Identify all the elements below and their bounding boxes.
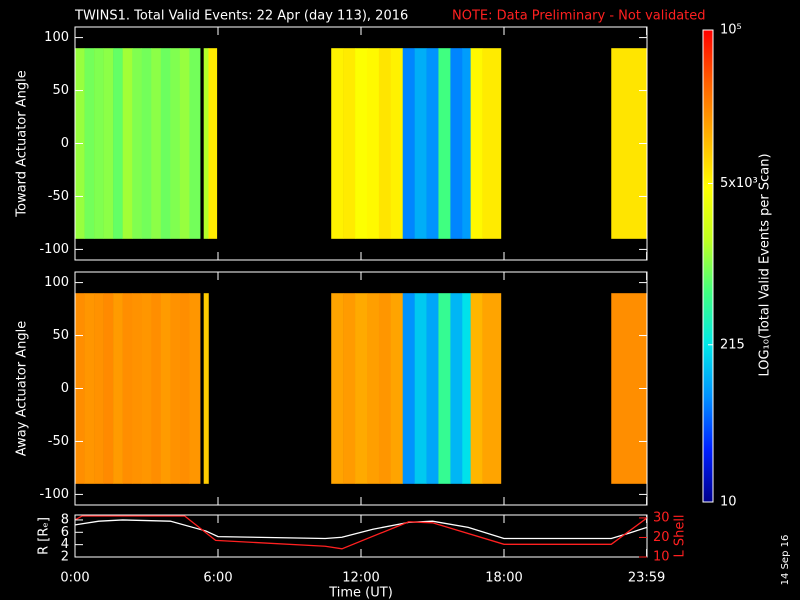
heat-column	[160, 48, 171, 239]
y-tick-label: -50	[48, 434, 69, 449]
heat-column	[94, 293, 104, 484]
colorbar-tick-label: 10	[720, 495, 737, 510]
heat-column	[438, 48, 451, 239]
y-tick-label: -100	[39, 242, 69, 257]
heat-column	[402, 293, 415, 484]
heat-column	[331, 48, 344, 239]
colorbar-label: LOG₁₀(Total Valid Events per Scan)	[758, 153, 773, 376]
heat-column	[203, 48, 209, 239]
heat-column	[470, 293, 483, 484]
y-tick-label: 4	[61, 537, 69, 552]
y-axis-label: Toward Actuator Angle	[15, 70, 30, 217]
heat-column	[94, 48, 104, 239]
y2-tick-label: 20	[653, 530, 670, 545]
y2-tick-label: 10	[653, 550, 670, 565]
colorbar-tick-label: 215	[720, 337, 745, 352]
colorbar-tick-label: 5x10³	[720, 176, 758, 191]
heat-column	[462, 48, 471, 239]
colorbar-tick-label: 10⁵	[720, 23, 742, 38]
heat-column	[122, 293, 133, 484]
heat-column	[208, 48, 218, 239]
y-axis-label: Away Actuator Angle	[15, 321, 30, 456]
heat-column	[132, 293, 143, 484]
heat-column	[426, 293, 439, 484]
heat-column	[426, 48, 439, 239]
heat-column	[343, 293, 356, 484]
heat-column	[462, 293, 471, 484]
heat-column	[366, 48, 380, 239]
heat-column	[113, 293, 123, 484]
heat-column	[355, 48, 368, 239]
x-tick-label: 0:00	[60, 571, 89, 586]
x-tick-label: 18:00	[485, 571, 522, 586]
heat-column	[103, 48, 114, 239]
y-tick-label: 50	[52, 83, 69, 98]
heat-column	[203, 293, 209, 484]
heat-column	[470, 48, 483, 239]
heat-column	[160, 293, 171, 484]
x-axis-label: Time (UT)	[328, 586, 393, 600]
heat-column	[450, 48, 463, 239]
heat-column	[438, 293, 451, 484]
heat-column	[141, 48, 152, 239]
heat-column	[141, 293, 152, 484]
y-tick-label: 0	[61, 381, 69, 396]
date-stamp: 14 Sep 16	[780, 535, 791, 586]
series-line	[75, 515, 647, 550]
heat-column	[482, 48, 502, 239]
heat-column	[122, 48, 133, 239]
title: TWINS1. Total Valid Events: 22 Apr (day …	[74, 9, 408, 24]
heat-column	[482, 293, 502, 484]
heat-column	[390, 293, 404, 484]
heat-column	[170, 293, 181, 484]
y2-tick-label: 30	[653, 510, 670, 525]
y-tick-label: -50	[48, 189, 69, 204]
heat-column	[132, 48, 143, 239]
heat-column	[151, 48, 162, 239]
y-axis-label: R [Rₑ]	[37, 517, 52, 555]
note: NOTE: Data Preliminary - Not validated	[452, 9, 706, 24]
heat-column	[414, 48, 427, 239]
heat-column	[331, 293, 344, 484]
heat-column	[343, 48, 356, 239]
heat-column	[179, 293, 190, 484]
y-tick-label: 2	[61, 550, 69, 565]
heat-column	[103, 293, 114, 484]
x-tick-label: 23:59	[628, 571, 665, 586]
y-tick-label: 0	[61, 136, 69, 151]
heat-column	[113, 48, 123, 239]
heat-column	[179, 48, 190, 239]
heat-column	[355, 293, 368, 484]
heat-column	[84, 48, 95, 239]
y-tick-label: 50	[52, 328, 69, 343]
heat-column	[170, 48, 181, 239]
heat-column	[378, 48, 392, 239]
y-tick-label: 100	[44, 275, 69, 290]
y-tick-label: 8	[61, 512, 69, 527]
heat-column	[84, 293, 95, 484]
heat-column	[390, 48, 404, 239]
y2-axis-label: L Shell	[673, 514, 688, 557]
y-tick-label: -100	[39, 487, 69, 502]
heat-column	[450, 293, 463, 484]
heat-column	[402, 48, 415, 239]
series-line	[75, 519, 647, 540]
x-tick-label: 12:00	[342, 571, 379, 586]
y-tick-label: 100	[44, 30, 69, 45]
heat-column	[378, 293, 392, 484]
heat-column	[189, 48, 201, 239]
x-tick-label: 6:00	[203, 571, 232, 586]
colorbar	[702, 29, 714, 503]
heat-column	[189, 293, 201, 484]
heat-column	[151, 293, 162, 484]
heat-column	[414, 293, 427, 484]
y-tick-label: 6	[61, 525, 69, 540]
heat-column	[366, 293, 380, 484]
